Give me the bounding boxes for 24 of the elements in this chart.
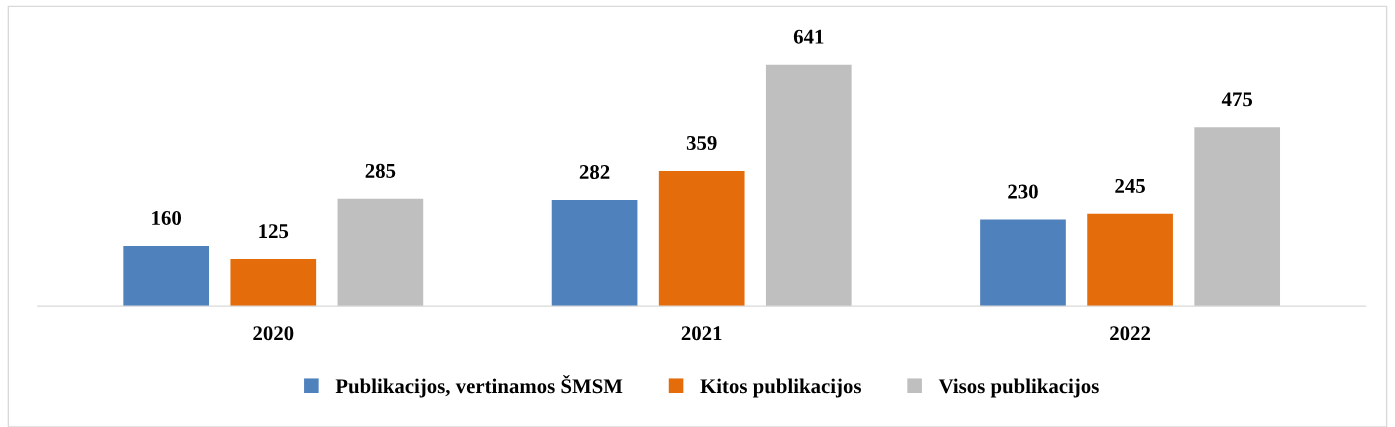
bar [658,170,745,307]
data-label: 160 [152,210,182,225]
data-label: 475 [1221,92,1253,107]
bar [230,259,317,307]
data-label: 641 [793,29,824,44]
bar [337,198,424,307]
x-tick-label: 2020 [253,326,294,341]
bar [551,199,638,307]
legend-label: Publikacijos, vertinamos ŠMSM [335,375,623,398]
bar [980,219,1066,307]
bar [123,245,210,307]
data-label: 359 [686,136,717,151]
bar [1087,213,1173,307]
data-label: 230 [1008,184,1038,199]
data-label: 282 [579,164,610,180]
legend-label: Visos publikacijos [938,378,1099,398]
data-label: 125 [259,224,289,239]
bar [1194,127,1281,307]
legend-label: Kitos publikacijos [700,378,861,398]
data-label: 245 [1115,178,1145,193]
x-tick-label: 2022 [1110,326,1151,341]
bar [765,64,852,307]
x-tick-label: 2021 [681,326,722,341]
data-label: 285 [365,163,396,178]
